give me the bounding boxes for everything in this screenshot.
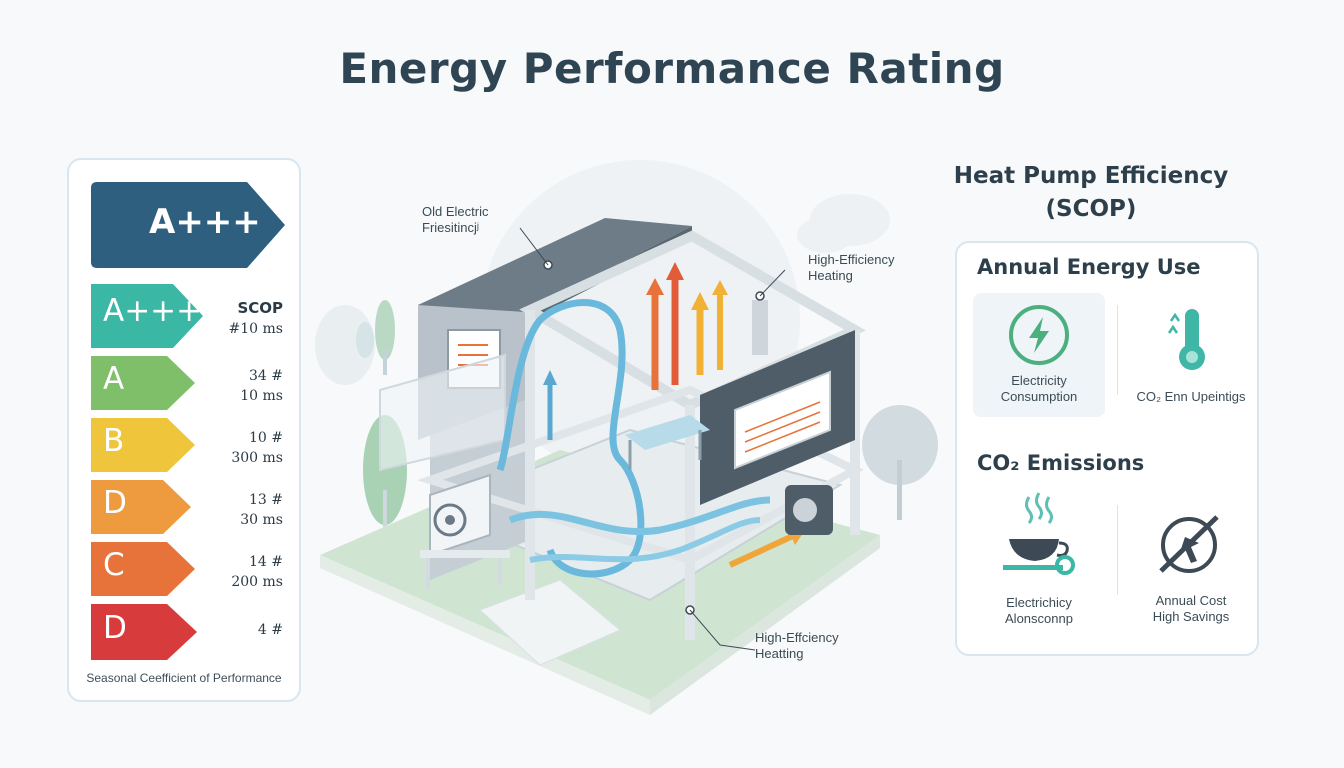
lightning-icon: [1009, 305, 1069, 365]
rating-metric-top: SCOP: [237, 299, 283, 317]
house-cutaway-illustration: Old Electric Friesitincjʲ High-Efficienc…: [300, 140, 940, 730]
rating-metric-bottom: 300 ms: [231, 450, 283, 466]
rating-class-letter: D: [103, 485, 127, 521]
co2-emissions-title: CO₂ Emissions: [977, 451, 1145, 475]
metric-label-line1: CO₂ Enn Upeintigs: [1136, 389, 1246, 404]
hero-rating-badge: A+++: [91, 182, 287, 268]
rating-class-metric: 14 # 200 ms: [193, 552, 283, 592]
rating-metric-top: 13 #: [249, 492, 283, 508]
metric-card-electricity-alt: Electrichicy Alonsconnp: [973, 489, 1105, 626]
rating-metric-top: 34 #: [249, 368, 283, 384]
metric-label: Annual Cost High Savings: [1125, 593, 1257, 625]
rating-class-metric: 13 # 30 ms: [193, 490, 283, 530]
rating-class-row: A 34 # 10 ms: [91, 356, 283, 420]
callout-old-electric: Old Electric Friesitincjʲ: [422, 204, 488, 236]
metric-label-line2: Consumption: [1000, 389, 1078, 404]
callout-high-efficiency-bottom: High-Effciency Heatting: [755, 630, 839, 662]
callout-old-line1: Old Electric: [422, 204, 489, 219]
rating-metric-top: 10 #: [249, 430, 283, 446]
annual-energy-title: Annual Energy Use: [977, 255, 1201, 279]
divider: [1117, 505, 1118, 595]
metric-label-line1: Annual Cost: [1155, 593, 1227, 608]
rating-metric-bottom: 30 ms: [240, 512, 283, 528]
rating-class-row: B 10 # 300 ms: [91, 418, 283, 482]
heat-pump-heading: Heat Pump Efficiency (SCOP): [950, 160, 1232, 226]
rating-class-letter: A: [103, 361, 125, 397]
heat-pump-heading-line1: Heat Pump Efficiency: [953, 163, 1229, 189]
rating-class-metric: 10 # 300 ms: [193, 428, 283, 468]
rating-class-letter: B: [103, 423, 125, 459]
rating-metric-top: 4 #: [257, 622, 283, 638]
metric-label-line2: Alonsconnp: [1005, 611, 1073, 626]
rating-class-letter: A+++: [103, 293, 203, 329]
metric-label-line2: High Savings: [1152, 609, 1230, 624]
rating-class-metric: 34 # 10 ms: [193, 366, 283, 406]
energy-rating-panel: A+++ A+++ SCOP #10 ms A 34 # 10 ms B 10 …: [67, 158, 301, 702]
page-title: Energy Performance Rating: [339, 44, 1005, 93]
rating-metric-bottom: 10 ms: [240, 388, 283, 404]
rating-class-metric: 4 #: [193, 620, 283, 640]
callout-high-efficiency-top: High-Efficiency Heating: [808, 252, 894, 284]
metric-label: CO₂ Enn Upeintigs: [1125, 389, 1257, 405]
rating-class-letter: D: [103, 610, 127, 646]
callout-high-bottom-line1: High-Effciency: [755, 630, 839, 645]
rating-metric-bottom: #10 ms: [228, 321, 283, 337]
rating-metric-bottom: 200 ms: [231, 574, 283, 590]
efficiency-metrics-panel: Annual Energy Use Electricity Consumptio…: [955, 241, 1259, 656]
rating-class-metric: SCOP #10 ms: [193, 298, 283, 339]
rating-metric-top: 14 #: [249, 554, 283, 570]
rating-panel-footer: Seasonal Ceefficient of Performance: [86, 671, 282, 685]
metric-card-electricity: Electricity Consumption: [973, 293, 1105, 417]
thermometer-icon: [1167, 309, 1205, 370]
callout-old-line2: Friesitincjʲ: [422, 220, 479, 235]
hero-rating-label: A+++: [149, 202, 261, 242]
metric-card-co2-upkeep: CO₂ Enn Upeintigs: [1125, 293, 1257, 417]
callout-high-top-line1: High-Efficiency: [808, 252, 895, 267]
metric-label: Electrichicy Alonsconnp: [973, 595, 1105, 627]
no-cost-icon: [1159, 515, 1219, 573]
metric-label-line1: Electricity: [1011, 373, 1067, 388]
metric-label-line1: Electrichicy: [1006, 595, 1072, 610]
callout-high-top-line2: Heating: [808, 268, 853, 283]
steaming-cup-icon: [1003, 492, 1075, 575]
rating-class-row: C 14 # 200 ms: [91, 542, 283, 606]
metric-card-annual-cost: Annual Cost High Savings: [1125, 489, 1257, 624]
divider: [1117, 305, 1118, 395]
rating-class-letter: C: [103, 547, 125, 583]
heat-pump-heading-line2: (SCOP): [1045, 196, 1137, 222]
rating-class-row: D 13 # 30 ms: [91, 480, 283, 544]
rating-class-row: A+++ SCOP #10 ms: [91, 284, 283, 348]
callout-high-bottom-line2: Heatting: [755, 646, 804, 661]
metric-label: Electricity Consumption: [973, 373, 1105, 405]
rating-class-row: D 4 #: [91, 604, 283, 668]
